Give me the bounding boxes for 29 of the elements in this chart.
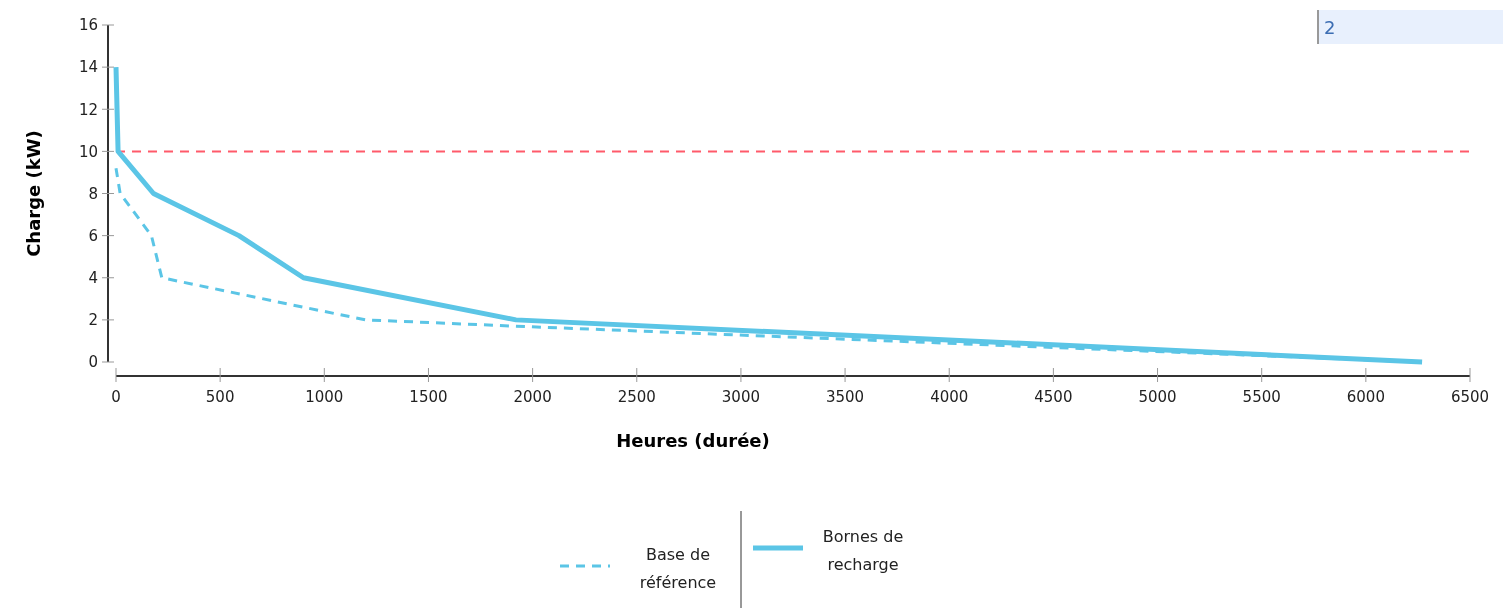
- x-tick-label: 4500: [1034, 388, 1073, 406]
- x-tick-label: 5000: [1138, 388, 1177, 406]
- x-tick-label: 1000: [305, 388, 344, 406]
- x-tick-label: 6500: [1450, 388, 1490, 406]
- y-tick-label: 14: [78, 58, 98, 77]
- y-tick-label: 16: [78, 16, 98, 35]
- y-tick-label: 8: [88, 184, 98, 203]
- x-tick-label: 500: [205, 388, 235, 406]
- y-axis-title: Charge (kW): [23, 130, 44, 257]
- x-tick-label: 0: [111, 388, 121, 406]
- annotation: 2: [1324, 17, 1336, 38]
- x-tick-label: 5500: [1242, 388, 1281, 406]
- x-tick-label: 2000: [513, 388, 552, 406]
- y-tick-label: 0: [88, 353, 98, 372]
- x-tick-label: 4000: [930, 388, 969, 406]
- y-tick-label: 2: [88, 311, 98, 330]
- y-tick-label: 12: [78, 100, 98, 119]
- x-axis-title: Heures (durée): [616, 430, 770, 451]
- legend-label: Bornes de recharge: [822, 527, 904, 574]
- y-tick-label: 6: [88, 226, 98, 245]
- x-tick-label: 2500: [617, 388, 656, 406]
- x-tick-label: 1500: [409, 388, 448, 406]
- y-tick-label: 4: [88, 269, 98, 287]
- legend-label: Base de référence: [639, 545, 717, 592]
- x-tick-label: 6000: [1346, 388, 1385, 406]
- y-tick-label: 10: [78, 142, 98, 161]
- x-tick-label: 3500: [825, 388, 865, 406]
- x-tick-label: 3000: [721, 388, 761, 406]
- text-field: 2: [1317, 9, 1503, 45]
